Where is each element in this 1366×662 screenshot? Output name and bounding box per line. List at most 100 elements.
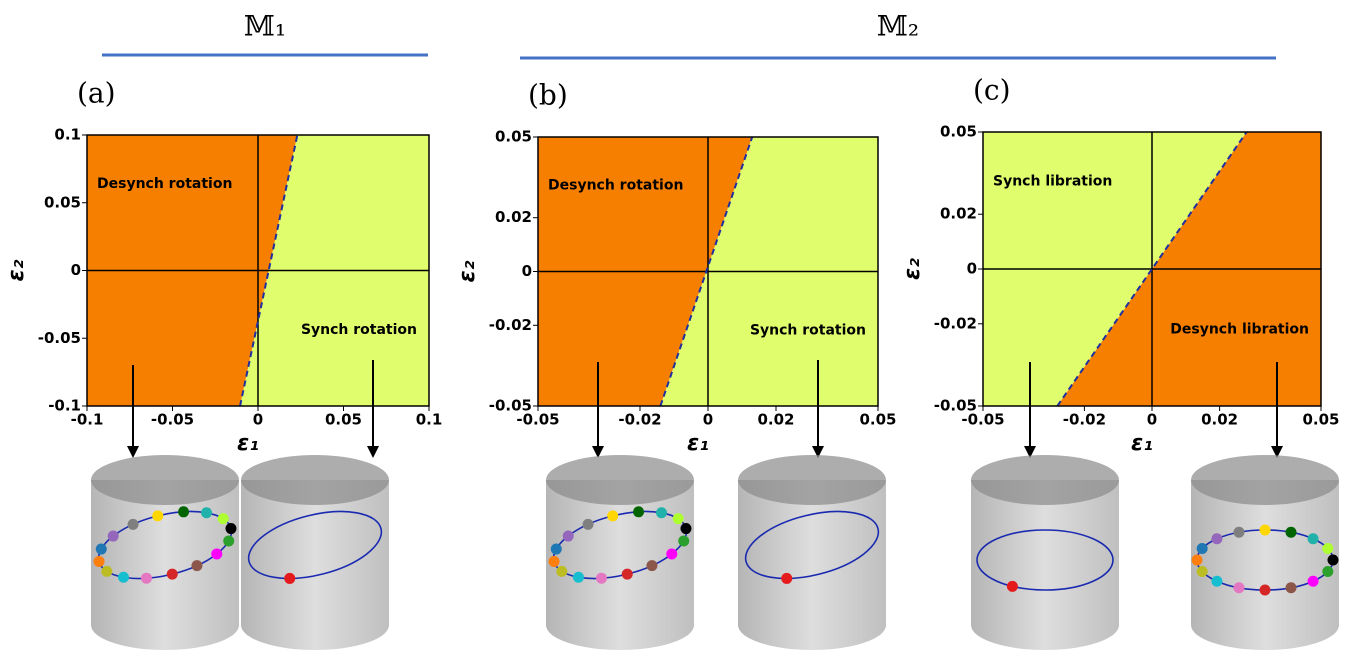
oscillator	[1007, 581, 1018, 592]
y-tick-label: 0.02	[940, 205, 977, 223]
y-tick-label: 0	[967, 260, 977, 278]
oscillator	[101, 566, 112, 577]
oscillator	[549, 556, 560, 567]
oscillator	[1197, 543, 1208, 554]
oscillator	[1308, 576, 1319, 587]
cylinder	[738, 480, 886, 650]
cylinder	[1191, 480, 1339, 650]
oscillator	[108, 531, 119, 542]
x-tick-label: -0.02	[1063, 411, 1106, 429]
oscillator	[218, 513, 229, 524]
x-axis-label: ε₁	[687, 431, 709, 456]
oscillator	[1260, 525, 1271, 536]
cylinder	[971, 480, 1119, 650]
cylinder	[241, 480, 389, 650]
oscillator	[1233, 582, 1244, 593]
panel-label: (c)	[973, 74, 1011, 107]
y-tick-label: 0	[71, 261, 81, 279]
x-tick-label: 0.05	[325, 411, 362, 429]
oscillator	[1211, 576, 1222, 587]
oscillator	[284, 573, 295, 584]
oscillator	[223, 535, 234, 546]
group-title: 𝕄₁	[244, 10, 286, 43]
x-tick-label: 0.02	[1201, 411, 1238, 429]
y-tick-label: 0	[522, 262, 532, 280]
region-label: Synch libration	[993, 173, 1112, 189]
y-axis-label: ε₂	[455, 260, 480, 282]
oscillator	[167, 569, 178, 580]
y-tick-label: -0.05	[38, 329, 81, 347]
oscillator	[646, 560, 657, 571]
oscillator	[680, 523, 691, 534]
oscillator	[583, 519, 594, 530]
oscillator	[622, 569, 633, 580]
cylinder-top	[241, 455, 389, 505]
y-tick-label: -0.05	[934, 397, 977, 415]
oscillator	[666, 548, 677, 559]
oscillator	[191, 560, 202, 571]
group-title: 𝕄₂	[877, 10, 919, 43]
x-axis-label: ε₁	[1131, 431, 1153, 456]
x-axis-label: ε₁	[237, 431, 259, 456]
oscillator	[551, 544, 562, 555]
y-axis-label: ε₂	[900, 258, 925, 280]
y-tick-label: 0.05	[44, 193, 81, 211]
y-axis-label: ε₂	[4, 259, 29, 281]
y-tick-label: 0.02	[495, 208, 532, 226]
cylinder-top	[971, 455, 1119, 505]
y-tick-label: -0.02	[934, 314, 977, 332]
oscillator	[656, 507, 667, 518]
y-tick-label: 0.1	[54, 126, 81, 144]
x-tick-label: 0	[703, 411, 713, 429]
region-label: Synch rotation	[750, 323, 866, 339]
oscillator	[1308, 533, 1319, 544]
x-tick-label: -0.05	[151, 411, 194, 429]
cylinder	[546, 480, 694, 650]
oscillator	[633, 506, 644, 517]
oscillator	[152, 510, 163, 521]
oscillator	[596, 573, 607, 584]
oscillator	[1192, 555, 1203, 566]
oscillator	[141, 573, 152, 584]
region-label: Desynch rotation	[97, 176, 232, 192]
oscillator	[781, 573, 792, 584]
oscillator	[118, 572, 129, 583]
oscillator	[573, 572, 584, 583]
oscillator	[607, 510, 618, 521]
oscillator	[178, 506, 189, 517]
oscillator	[1211, 533, 1222, 544]
oscillator	[1197, 566, 1208, 577]
oscillator	[96, 544, 107, 555]
cylinder-top	[91, 455, 239, 505]
y-tick-label: 0.05	[495, 128, 532, 146]
cylinder-top	[738, 455, 886, 505]
region-label: Synch rotation	[301, 322, 417, 338]
x-tick-label: 0.1	[416, 411, 443, 429]
x-tick-label: -0.02	[618, 411, 661, 429]
oscillator	[1328, 555, 1339, 566]
y-tick-label: 0.05	[940, 123, 977, 141]
oscillator	[1286, 582, 1297, 593]
region-label: Desynch rotation	[548, 177, 683, 193]
oscillator	[94, 556, 105, 567]
oscillator	[1233, 527, 1244, 538]
oscillator	[673, 513, 684, 524]
oscillator	[563, 531, 574, 542]
y-tick-label: -0.02	[489, 316, 532, 334]
panel-label: (b)	[528, 79, 568, 112]
cylinder-top	[546, 455, 694, 505]
cylinder	[91, 480, 239, 650]
oscillator	[1322, 566, 1333, 577]
oscillator	[211, 548, 222, 559]
oscillator	[225, 523, 236, 534]
x-tick-label: 0.05	[1302, 411, 1339, 429]
x-tick-label: 0.05	[859, 411, 896, 429]
panel-label: (a)	[77, 77, 116, 110]
oscillator	[128, 519, 139, 530]
x-tick-label: 0	[1147, 411, 1157, 429]
oscillator	[556, 566, 567, 577]
x-tick-label: 0.02	[757, 411, 794, 429]
figure: 𝕄₁ 𝕄₂ Desynch rotationSynch rotation-0.1…	[0, 0, 1366, 658]
oscillator	[1286, 527, 1297, 538]
region-label: Desynch libration	[1170, 321, 1309, 337]
